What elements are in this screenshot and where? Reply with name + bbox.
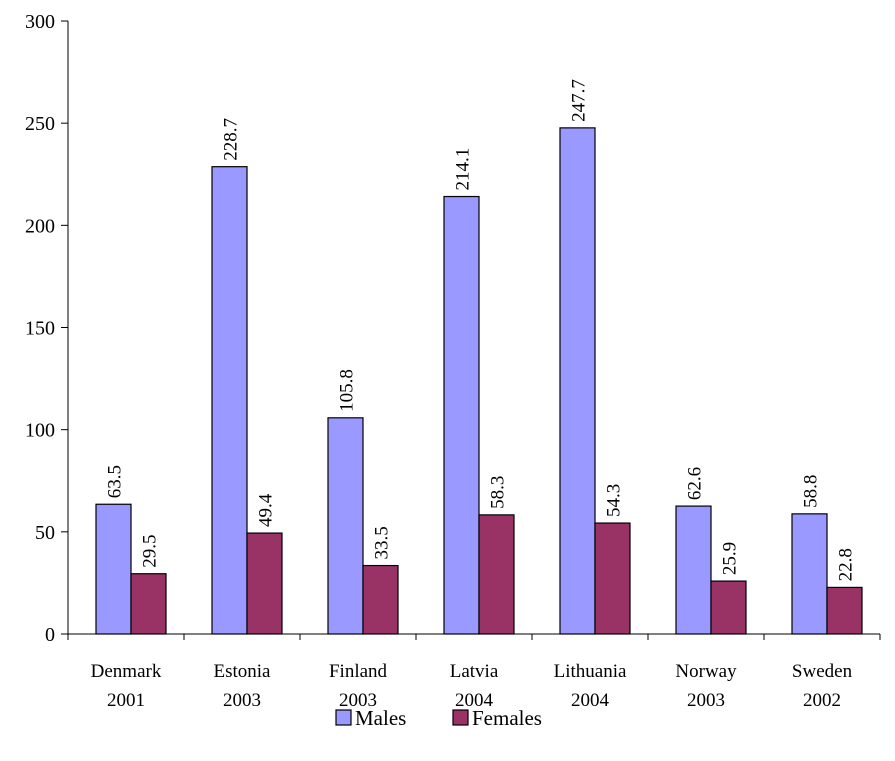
data-label-females: 25.9 (720, 542, 741, 575)
data-label-females: 58.3 (488, 476, 509, 509)
x-category-label-line: Estonia (214, 661, 272, 682)
y-axis: 0 50 100 150 200 250 300 (25, 11, 69, 646)
legend-label-males: Males (355, 706, 406, 730)
x-category-label-line: 2002 (803, 690, 841, 711)
x-category-label-line: 2003 (223, 690, 261, 711)
bar-males (559, 127, 596, 635)
bar-males (443, 195, 480, 635)
legend-label-females: Females (472, 706, 542, 730)
y-tick-label: 300 (25, 11, 55, 33)
data-label-males: 214.1 (453, 148, 474, 191)
bar-males (95, 503, 132, 635)
data-label-males: 58.8 (801, 475, 822, 508)
y-tick-label: 150 (25, 318, 55, 340)
bar-females (130, 573, 167, 635)
x-category-label: Denmark 2001 (91, 661, 162, 711)
x-category-label-line: 2003 (339, 690, 377, 711)
x-category-label: Sweden 2002 (792, 661, 853, 711)
bar-females (710, 580, 747, 635)
bar-males (791, 513, 828, 635)
data-label-females: 33.5 (372, 526, 393, 559)
data-label-males: 63.5 (105, 465, 126, 498)
y-tick-label: 250 (25, 113, 55, 135)
data-label-females: 49.4 (256, 493, 277, 527)
bar-males (211, 166, 248, 635)
x-category-label: Lithuania 2004 (554, 661, 627, 711)
data-label-males: 62.6 (685, 467, 706, 500)
x-category-label-line: Denmark (91, 661, 162, 682)
x-category-label-line: 2004 (571, 690, 610, 711)
x-category-label: Finland 2003 (329, 661, 388, 711)
bars (95, 127, 863, 635)
x-category-label-line: Sweden (792, 661, 853, 682)
bar-females (362, 564, 399, 635)
bar-males (675, 505, 712, 635)
y-tick-label: 0 (45, 624, 55, 646)
y-tick-label: 100 (25, 420, 55, 442)
bar-females (826, 586, 863, 635)
bar-males (327, 417, 364, 635)
x-category-label-line: Lithuania (554, 661, 627, 682)
x-axis: Denmark 2001 Estonia 2003 Finland 2003 Latvia 2… (67, 633, 881, 711)
x-category-label-line: 2004 (455, 690, 494, 711)
x-category-label: Norway 2003 (675, 661, 737, 711)
bar-females (594, 522, 631, 635)
data-label-females: 29.5 (140, 534, 161, 567)
x-category-label-line: Norway (675, 661, 737, 682)
legend: Males Females (335, 706, 542, 730)
data-label-males: 105.8 (337, 369, 358, 412)
legend-swatch-males (335, 709, 352, 726)
data-labels: 63.5 228.7 105.8 214.1 247.7 62.6 58.8 29.5 49.4… (105, 79, 857, 581)
y-tick-label: 200 (25, 215, 55, 237)
data-label-males: 247.7 (569, 79, 590, 122)
x-category-label: Estonia 2003 (214, 661, 272, 711)
legend-swatch-females (452, 709, 469, 726)
x-category-label-line: Latvia (450, 661, 499, 682)
y-tick-label: 50 (35, 522, 55, 544)
bar-females (246, 532, 283, 635)
x-category-label-line: 2001 (107, 690, 145, 711)
x-category-label-line: Finland (329, 661, 388, 682)
bar-females (478, 514, 515, 635)
data-label-males: 228.7 (221, 118, 242, 161)
x-category-label-line: 2003 (687, 690, 725, 711)
data-label-females: 54.3 (604, 484, 625, 517)
data-label-females: 22.8 (836, 548, 857, 581)
x-category-label: Latvia 2004 (450, 661, 499, 711)
